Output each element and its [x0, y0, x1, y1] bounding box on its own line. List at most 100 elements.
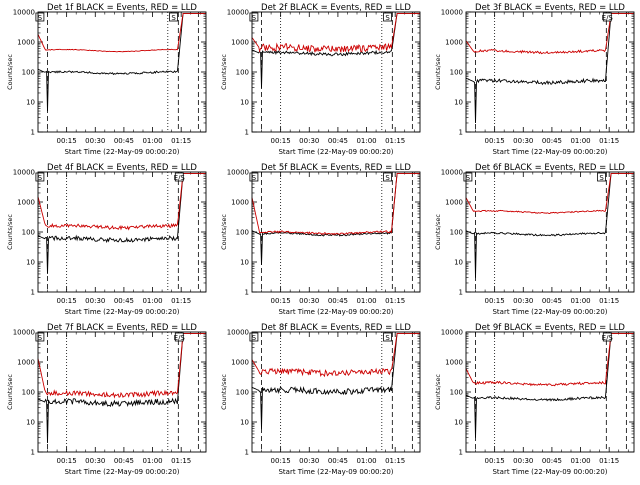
plot-title: Det 3f BLACK = Events, RED = LLD: [475, 3, 625, 13]
plot-title: Det 5f BLACK = Events, RED = LLD: [261, 163, 411, 173]
y-tick-label: 100: [236, 389, 249, 397]
y-tick-label: 1000: [445, 199, 463, 207]
x-tick-label: 00:45: [542, 297, 562, 305]
segment-marker-box: [249, 12, 259, 22]
plot-frame: [465, 171, 635, 293]
segment-marker-box: [463, 172, 473, 182]
y-tick-label: 1000: [445, 359, 463, 367]
lld-series-line: [465, 332, 634, 387]
lld-series-line: [251, 332, 420, 378]
segment-marker-box: [249, 172, 259, 182]
y-tick-label: 100: [236, 229, 249, 237]
plot-title: Det 7f BLACK = Events, RED = LLD: [47, 323, 197, 333]
x-axis-label: Start Time (22-May-09 00:00:20): [492, 308, 607, 316]
x-tick-label: 01:00: [570, 457, 590, 465]
x-tick-label: 00:45: [328, 137, 348, 145]
y-tick-label: 10000: [227, 329, 249, 337]
y-tick-label: 100: [236, 69, 249, 77]
events-series-line: [37, 332, 206, 444]
x-tick-label: 01:15: [385, 457, 405, 465]
segment-marker-box: [35, 332, 45, 342]
x-tick-label: 00:15: [485, 137, 505, 145]
y-tick-label: 10: [26, 419, 35, 427]
x-axis-label: Start Time (22-May-09 00:00:20): [492, 148, 607, 156]
y-tick-label: 10: [26, 259, 35, 267]
detector-plot-2: Det 2f BLACK = Events, RED = LLD Counts/s…: [220, 3, 421, 156]
y-tick-label: 10000: [13, 329, 35, 337]
x-tick-label: 01:00: [356, 297, 376, 305]
y-axis-label: Counts/sec: [6, 214, 14, 250]
x-tick-label: 01:00: [142, 297, 162, 305]
x-tick-label: 01:15: [171, 297, 191, 305]
segment-marker-label: E/S: [174, 334, 186, 342]
lld-series-line: [37, 12, 206, 53]
x-tick-label: 01:15: [385, 137, 405, 145]
y-tick-label: 1000: [231, 359, 249, 367]
plot-title: Det 1f BLACK = Events, RED = LLD: [47, 3, 197, 13]
x-tick-label: 00:30: [85, 297, 105, 305]
y-tick-label: 1: [245, 289, 249, 297]
detector-plot-7: Det 7f BLACK = Events, RED = LLD Counts/s…: [6, 323, 207, 476]
segment-marker-label: E/S: [174, 174, 186, 182]
y-axis-label: Counts/sec: [6, 54, 14, 90]
y-tick-label: 1: [31, 449, 35, 457]
segment-marker-label: S: [38, 14, 43, 22]
x-tick-label: 01:15: [599, 137, 619, 145]
y-tick-label: 10000: [227, 9, 249, 17]
y-tick-label: 1000: [231, 39, 249, 47]
segment-marker-label: S: [38, 334, 43, 342]
y-tick-label: 1: [245, 129, 249, 137]
y-tick-label: 10: [454, 99, 463, 107]
x-tick-label: 01:00: [570, 137, 590, 145]
plot-frame: [251, 171, 421, 293]
x-tick-label: 00:30: [299, 137, 319, 145]
events-series-line: [251, 172, 420, 265]
detector-plot-8: Det 8f BLACK = Events, RED = LLD Counts/s…: [220, 323, 421, 476]
y-tick-label: 10000: [441, 329, 463, 337]
x-axis-label: Start Time (22-May-09 00:00:20): [64, 148, 179, 156]
y-tick-label: 10: [454, 259, 463, 267]
detector-plot-5: Det 5f BLACK = Events, RED = LLD Counts/s…: [220, 163, 421, 316]
plot-frame: [37, 331, 207, 453]
y-tick-label: 10: [26, 99, 35, 107]
events-series-line: [465, 172, 634, 278]
plot-title: Det 8f BLACK = Events, RED = LLD: [261, 323, 411, 333]
x-tick-label: 01:00: [142, 137, 162, 145]
segment-marker-box: [602, 332, 612, 342]
y-tick-label: 1: [459, 289, 463, 297]
events-series-line: [37, 172, 206, 274]
segment-marker-box: [35, 12, 45, 22]
x-tick-label: 00:30: [513, 297, 533, 305]
y-tick-label: 100: [450, 229, 463, 237]
segment-marker-box: [383, 172, 392, 182]
y-tick-label: 1: [459, 129, 463, 137]
y-tick-label: 1000: [17, 199, 35, 207]
lld-series-line: [251, 172, 420, 236]
y-tick-label: 10: [240, 419, 249, 427]
segment-marker-label: S: [252, 174, 257, 182]
y-axis-label: Counts/sec: [220, 54, 228, 90]
x-tick-label: 00:30: [299, 457, 319, 465]
plot-frame: [37, 11, 207, 133]
plot-title: Det 9f BLACK = Events, RED = LLD: [475, 323, 625, 333]
x-tick-label: 00:15: [271, 137, 291, 145]
y-tick-label: 1000: [445, 39, 463, 47]
y-tick-label: 100: [22, 389, 35, 397]
x-tick-label: 01:15: [385, 297, 405, 305]
x-tick-label: 00:15: [57, 457, 77, 465]
y-tick-label: 1: [31, 129, 35, 137]
y-tick-label: 10000: [13, 9, 35, 17]
y-tick-label: 1: [245, 449, 249, 457]
lld-series-line: [37, 332, 206, 399]
x-tick-label: 00:15: [271, 457, 291, 465]
y-tick-label: 100: [22, 229, 35, 237]
plot-title: Det 2f BLACK = Events, RED = LLD: [261, 3, 411, 13]
segment-marker-label: S: [252, 14, 257, 22]
segment-marker-box: [249, 332, 259, 342]
events-series-line: [251, 12, 420, 88]
y-axis-label: Counts/sec: [434, 214, 442, 250]
x-axis-label: Start Time (22-May-09 00:00:20): [278, 308, 393, 316]
segment-marker-box: [169, 12, 178, 22]
events-series-line: [37, 12, 206, 112]
